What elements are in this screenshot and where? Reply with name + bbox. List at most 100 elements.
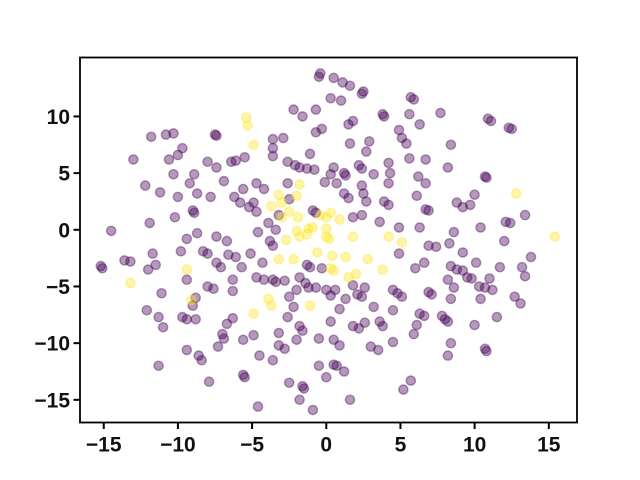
data-point <box>297 325 308 337</box>
data-point <box>347 115 359 127</box>
data-point <box>267 274 279 286</box>
data-point <box>288 253 299 265</box>
data-point <box>356 163 368 174</box>
data-point <box>525 251 537 263</box>
data-point <box>301 228 313 240</box>
data-point <box>181 233 193 245</box>
data-point <box>279 343 291 355</box>
data-point <box>509 291 521 303</box>
data-point <box>267 142 279 154</box>
data-point <box>197 245 209 257</box>
data-point <box>294 320 305 332</box>
data-point <box>469 189 480 200</box>
data-point <box>353 159 365 171</box>
data-point <box>411 319 423 331</box>
data-point <box>325 168 337 180</box>
data-point <box>215 261 227 273</box>
data-point <box>414 308 426 320</box>
data-point <box>273 253 285 265</box>
data-point <box>325 93 337 104</box>
data-point <box>344 394 356 406</box>
data-point <box>338 366 350 377</box>
data-point <box>282 177 294 189</box>
data-point <box>218 333 230 344</box>
data-point <box>325 316 337 327</box>
data-point <box>288 301 299 313</box>
data-point <box>358 86 369 97</box>
data-point <box>251 272 262 283</box>
data-point <box>444 238 455 249</box>
data-point <box>334 303 345 315</box>
data-point <box>350 268 362 280</box>
data-point <box>313 71 325 83</box>
data-point <box>217 328 228 340</box>
data-point <box>335 95 347 106</box>
data-point <box>239 371 250 383</box>
data-point <box>291 334 302 346</box>
data-point <box>205 191 216 203</box>
data-point <box>251 177 262 189</box>
data-point <box>307 222 319 233</box>
data-point <box>445 139 457 151</box>
data-point <box>323 233 335 245</box>
data-point <box>282 156 294 168</box>
data-point <box>242 120 253 131</box>
data-point <box>503 122 515 134</box>
data-point <box>368 168 380 180</box>
data-point <box>211 130 222 141</box>
data-point <box>225 156 237 168</box>
data-point <box>426 289 437 300</box>
data-point <box>313 360 325 372</box>
data-point <box>303 223 314 234</box>
data-point <box>340 293 351 305</box>
data-point <box>301 163 313 174</box>
data-point <box>125 277 136 289</box>
data-point <box>423 240 434 251</box>
data-point <box>267 240 279 251</box>
data-point <box>506 123 518 135</box>
data-point <box>168 128 179 139</box>
data-point <box>320 231 332 242</box>
data-point <box>411 190 423 202</box>
data-point <box>353 323 365 334</box>
data-point <box>188 168 200 180</box>
data-point <box>266 200 277 212</box>
data-point <box>181 313 193 325</box>
data-point <box>188 207 200 219</box>
data-point <box>457 265 469 276</box>
data-point <box>294 179 305 190</box>
data-point <box>168 168 179 180</box>
data-point <box>337 77 348 88</box>
data-point <box>208 283 219 295</box>
data-point <box>270 276 282 288</box>
data-point <box>359 282 371 293</box>
data-point <box>237 369 249 381</box>
data-point <box>227 274 239 286</box>
data-point <box>267 150 279 162</box>
data-point <box>340 170 351 181</box>
data-point <box>119 255 130 266</box>
data-point <box>254 350 265 361</box>
data-point <box>396 291 408 303</box>
data-point <box>307 205 319 216</box>
data-point <box>405 375 417 386</box>
data-point <box>448 282 460 293</box>
data-point <box>328 359 340 371</box>
data-point <box>221 235 233 247</box>
data-point <box>347 320 359 332</box>
data-point <box>481 172 492 183</box>
data-point <box>482 113 494 124</box>
data-point <box>401 138 412 149</box>
data-point <box>307 404 319 416</box>
data-point <box>387 284 399 296</box>
data-point <box>169 211 181 223</box>
data-point <box>292 211 304 223</box>
data-point <box>320 284 332 296</box>
data-point <box>343 272 354 283</box>
y-tick-label: −5 <box>46 276 70 299</box>
x-tick-label: 5 <box>395 434 407 457</box>
data-point <box>356 88 368 100</box>
data-point <box>457 201 469 213</box>
data-point <box>209 129 221 140</box>
data-point <box>314 209 326 221</box>
